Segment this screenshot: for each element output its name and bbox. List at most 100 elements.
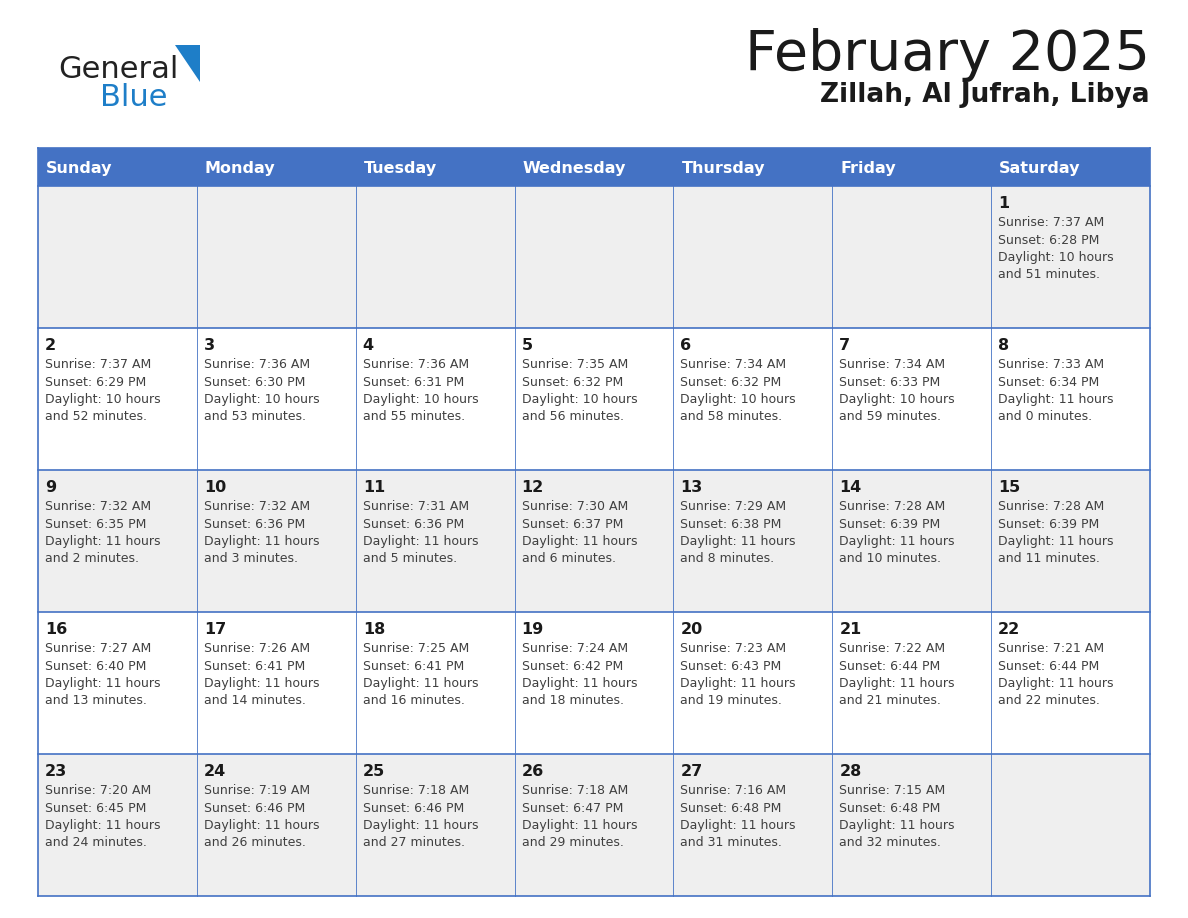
- Text: Daylight: 10 hours: Daylight: 10 hours: [45, 393, 160, 406]
- Text: Sunrise: 7:30 AM: Sunrise: 7:30 AM: [522, 500, 627, 513]
- Bar: [833, 186, 991, 328]
- Text: 14: 14: [839, 480, 861, 495]
- Text: Sunset: 6:29 PM: Sunset: 6:29 PM: [45, 375, 146, 388]
- Text: and 55 minutes.: and 55 minutes.: [362, 410, 465, 423]
- Text: Thursday: Thursday: [682, 161, 765, 175]
- Text: Sunset: 6:47 PM: Sunset: 6:47 PM: [522, 801, 623, 814]
- Text: and 24 minutes.: and 24 minutes.: [45, 836, 147, 849]
- Text: Sunrise: 7:16 AM: Sunrise: 7:16 AM: [681, 784, 786, 797]
- Text: 10: 10: [204, 480, 226, 495]
- Text: 22: 22: [998, 622, 1020, 637]
- Text: and 13 minutes.: and 13 minutes.: [45, 695, 147, 708]
- Text: 28: 28: [839, 764, 861, 779]
- Text: Daylight: 11 hours: Daylight: 11 hours: [998, 677, 1113, 690]
- Text: February 2025: February 2025: [745, 28, 1150, 82]
- Text: 11: 11: [362, 480, 385, 495]
- Text: Sunset: 6:46 PM: Sunset: 6:46 PM: [204, 801, 305, 814]
- Bar: [197, 328, 355, 470]
- Text: and 31 minutes.: and 31 minutes.: [681, 836, 783, 849]
- Text: Sunrise: 7:32 AM: Sunrise: 7:32 AM: [45, 500, 151, 513]
- Polygon shape: [175, 45, 200, 82]
- Bar: [514, 612, 674, 754]
- Text: Sunrise: 7:25 AM: Sunrise: 7:25 AM: [362, 642, 469, 655]
- Text: Sunset: 6:39 PM: Sunset: 6:39 PM: [839, 518, 941, 531]
- Text: Sunrise: 7:36 AM: Sunrise: 7:36 AM: [204, 358, 310, 371]
- Text: Sunrise: 7:33 AM: Sunrise: 7:33 AM: [998, 358, 1105, 371]
- Text: 1: 1: [998, 196, 1010, 211]
- Text: 19: 19: [522, 622, 544, 637]
- Bar: [197, 186, 355, 328]
- Text: and 27 minutes.: and 27 minutes.: [362, 836, 465, 849]
- Bar: [514, 328, 674, 470]
- Text: Sunset: 6:37 PM: Sunset: 6:37 PM: [522, 518, 623, 531]
- Text: Zillah, Al Jufrah, Libya: Zillah, Al Jufrah, Libya: [821, 82, 1150, 108]
- Text: Sunrise: 7:19 AM: Sunrise: 7:19 AM: [204, 784, 310, 797]
- Bar: [514, 754, 674, 896]
- Bar: [991, 328, 1150, 470]
- Text: and 14 minutes.: and 14 minutes.: [204, 695, 305, 708]
- Text: Daylight: 11 hours: Daylight: 11 hours: [362, 677, 479, 690]
- Text: Monday: Monday: [204, 161, 276, 175]
- Text: 24: 24: [204, 764, 226, 779]
- Bar: [991, 754, 1150, 896]
- Text: 2: 2: [45, 338, 56, 353]
- Text: Sunrise: 7:37 AM: Sunrise: 7:37 AM: [45, 358, 151, 371]
- Text: Daylight: 11 hours: Daylight: 11 hours: [998, 535, 1113, 548]
- Text: and 6 minutes.: and 6 minutes.: [522, 553, 615, 565]
- Bar: [833, 148, 991, 186]
- Text: Sunset: 6:38 PM: Sunset: 6:38 PM: [681, 518, 782, 531]
- Text: Sunrise: 7:31 AM: Sunrise: 7:31 AM: [362, 500, 469, 513]
- Bar: [197, 612, 355, 754]
- Text: Daylight: 10 hours: Daylight: 10 hours: [998, 251, 1114, 264]
- Text: Sunrise: 7:37 AM: Sunrise: 7:37 AM: [998, 216, 1105, 229]
- Text: Daylight: 10 hours: Daylight: 10 hours: [522, 393, 637, 406]
- Bar: [991, 148, 1150, 186]
- Bar: [991, 470, 1150, 612]
- Bar: [674, 754, 833, 896]
- Text: Daylight: 11 hours: Daylight: 11 hours: [204, 677, 320, 690]
- Text: and 11 minutes.: and 11 minutes.: [998, 553, 1100, 565]
- Text: Sunset: 6:44 PM: Sunset: 6:44 PM: [998, 659, 1099, 673]
- Text: Sunset: 6:40 PM: Sunset: 6:40 PM: [45, 659, 146, 673]
- Bar: [674, 470, 833, 612]
- Text: 17: 17: [204, 622, 226, 637]
- Bar: [355, 328, 514, 470]
- Text: and 59 minutes.: and 59 minutes.: [839, 410, 941, 423]
- Text: 20: 20: [681, 622, 702, 637]
- Text: Daylight: 11 hours: Daylight: 11 hours: [522, 535, 637, 548]
- Text: and 22 minutes.: and 22 minutes.: [998, 695, 1100, 708]
- Text: Sunset: 6:46 PM: Sunset: 6:46 PM: [362, 801, 465, 814]
- Text: 15: 15: [998, 480, 1020, 495]
- Bar: [514, 186, 674, 328]
- Text: Sunrise: 7:18 AM: Sunrise: 7:18 AM: [362, 784, 469, 797]
- Bar: [514, 470, 674, 612]
- Text: Sunrise: 7:27 AM: Sunrise: 7:27 AM: [45, 642, 151, 655]
- Text: Sunset: 6:32 PM: Sunset: 6:32 PM: [681, 375, 782, 388]
- Bar: [674, 328, 833, 470]
- Text: Sunrise: 7:36 AM: Sunrise: 7:36 AM: [362, 358, 469, 371]
- Text: Sunrise: 7:26 AM: Sunrise: 7:26 AM: [204, 642, 310, 655]
- Bar: [833, 754, 991, 896]
- Text: Daylight: 11 hours: Daylight: 11 hours: [681, 819, 796, 832]
- Text: Wednesday: Wednesday: [523, 161, 626, 175]
- Bar: [38, 186, 197, 328]
- Bar: [38, 754, 197, 896]
- Text: and 8 minutes.: and 8 minutes.: [681, 553, 775, 565]
- Text: Sunrise: 7:24 AM: Sunrise: 7:24 AM: [522, 642, 627, 655]
- Text: Sunrise: 7:32 AM: Sunrise: 7:32 AM: [204, 500, 310, 513]
- Bar: [38, 148, 197, 186]
- Text: and 26 minutes.: and 26 minutes.: [204, 836, 305, 849]
- Text: and 56 minutes.: and 56 minutes.: [522, 410, 624, 423]
- Text: Daylight: 10 hours: Daylight: 10 hours: [839, 393, 955, 406]
- Text: and 58 minutes.: and 58 minutes.: [681, 410, 783, 423]
- Text: Sunrise: 7:21 AM: Sunrise: 7:21 AM: [998, 642, 1105, 655]
- Text: Daylight: 11 hours: Daylight: 11 hours: [681, 535, 796, 548]
- Text: and 53 minutes.: and 53 minutes.: [204, 410, 305, 423]
- Text: Sunrise: 7:18 AM: Sunrise: 7:18 AM: [522, 784, 627, 797]
- Text: Sunset: 6:48 PM: Sunset: 6:48 PM: [681, 801, 782, 814]
- Text: Daylight: 10 hours: Daylight: 10 hours: [204, 393, 320, 406]
- Text: Daylight: 11 hours: Daylight: 11 hours: [204, 819, 320, 832]
- Text: Daylight: 10 hours: Daylight: 10 hours: [362, 393, 479, 406]
- Text: General: General: [58, 55, 178, 84]
- Text: Daylight: 11 hours: Daylight: 11 hours: [839, 677, 955, 690]
